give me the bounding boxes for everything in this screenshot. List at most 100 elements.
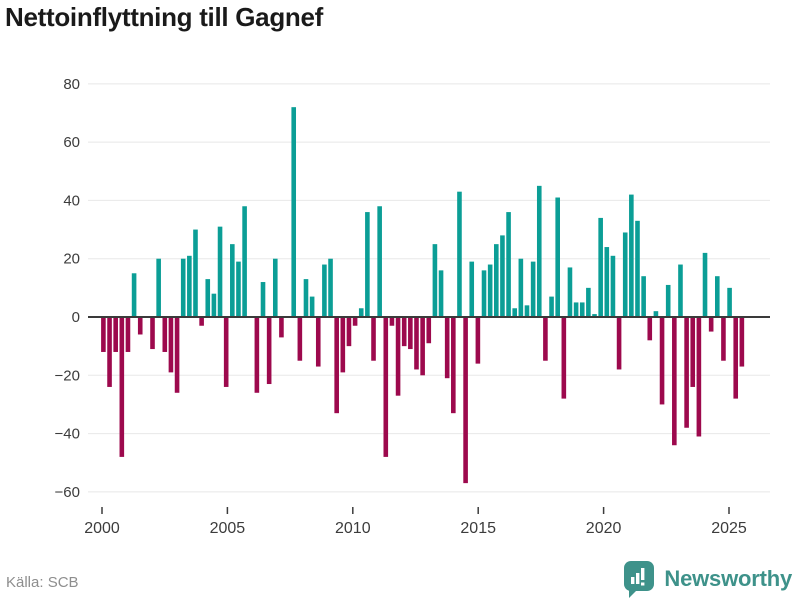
- bar-2011-q1: [371, 317, 376, 361]
- bar-2016-q3: [506, 212, 511, 317]
- logo-bar-medium: [636, 573, 640, 584]
- bar-2023-q1: [665, 284, 671, 317]
- bar-2016-q4: [512, 308, 518, 317]
- bar-2015-q3: [481, 270, 487, 317]
- logo-bubble-tail: [629, 589, 639, 598]
- bar-2012-q4: [414, 317, 419, 370]
- bar-2024-q4: [708, 317, 714, 332]
- bar-2016-q2: [500, 235, 505, 317]
- bar-2002-q4: [168, 317, 174, 373]
- x-tick-label: 2000: [84, 520, 120, 537]
- bar-2012-q2: [401, 317, 407, 347]
- bar-2002-q3: [162, 317, 168, 352]
- bar-2003-q1: [174, 317, 180, 393]
- bar-2021-q2: [622, 232, 628, 317]
- bar-2006-q3: [260, 282, 266, 317]
- bar-2017-q4: [536, 185, 542, 317]
- bar-2022-q4: [659, 317, 665, 405]
- bar-2012-q3: [408, 317, 413, 350]
- x-tick-label: 2015: [460, 520, 496, 537]
- bar-2000-q2: [107, 317, 112, 387]
- bar-2023-q3: [678, 264, 683, 317]
- bar-2021-q1: [616, 317, 622, 370]
- bar-2025-q2: [721, 317, 726, 361]
- bar-2024-q2: [696, 317, 702, 437]
- bar-2016-q1: [494, 244, 499, 317]
- bar-2019-q2: [573, 302, 579, 317]
- bar-2005-q3: [236, 261, 241, 317]
- bar-2017-q1: [518, 258, 524, 317]
- bar-2019-q4: [586, 287, 591, 317]
- bar-2003-q4: [193, 229, 198, 317]
- bar-2006-q2: [254, 317, 260, 393]
- y-tick-label: 20: [63, 251, 80, 268]
- source-label: Källa: SCB: [6, 574, 79, 591]
- bar-2006-q4: [266, 317, 272, 385]
- bar-2007-q1: [272, 258, 278, 317]
- bar-2024-q3: [702, 252, 708, 317]
- y-tick-label: −40: [55, 426, 80, 443]
- brand-name: Newsworthy: [664, 566, 792, 591]
- bar-2011-q2: [377, 206, 382, 317]
- bar-2020-q3: [604, 247, 610, 317]
- y-tick-label: 0: [72, 309, 80, 326]
- bar-2023-q2: [672, 317, 677, 446]
- logo-exclamation-dot: [641, 582, 645, 586]
- bar-2024-q1: [690, 317, 696, 387]
- logo-exclamation-bar: [641, 568, 645, 580]
- bar-2000-q3: [113, 317, 118, 352]
- x-tick-label: 2005: [210, 520, 246, 537]
- bar-2022-q2: [647, 317, 653, 341]
- bar-2010-q1: [346, 317, 352, 347]
- bar-2007-q4: [291, 107, 297, 317]
- bar-2020-q4: [610, 255, 616, 317]
- bar-2013-q3: [432, 244, 438, 317]
- bar-2019-q1: [567, 267, 573, 317]
- newsworthy-brand[interactable]: Newsworthy: [622, 559, 792, 599]
- y-tick-label: −20: [55, 367, 80, 384]
- bar-2014-q1: [444, 317, 450, 379]
- bar-2009-q1: [322, 264, 327, 317]
- bar-2025-q3: [727, 287, 732, 317]
- x-tick-label: 2020: [586, 520, 622, 537]
- bar-2012-q1: [395, 317, 401, 396]
- bar-2014-q4: [463, 317, 468, 484]
- bar-2015-q1: [469, 261, 475, 317]
- bar-2003-q2: [180, 258, 186, 317]
- bar-2008-q3: [309, 296, 315, 317]
- bar-2000-q4: [119, 317, 125, 457]
- bar-2001-q2: [131, 273, 137, 317]
- bar-2004-q1: [199, 317, 204, 326]
- bar-2025-q1: [715, 276, 720, 317]
- y-tick-label: 80: [63, 76, 80, 93]
- bar-2014-q2: [451, 317, 456, 414]
- bar-2001-q3: [137, 317, 143, 335]
- bar-2007-q2: [279, 317, 284, 338]
- bar-2005-q4: [242, 206, 247, 317]
- bar-2021-q4: [635, 220, 640, 317]
- bar-2005-q2: [230, 244, 235, 317]
- bar-2013-q4: [438, 270, 444, 317]
- bar-2010-q2: [352, 317, 358, 326]
- bar-2002-q1: [150, 317, 155, 350]
- bar-2008-q1: [297, 317, 303, 361]
- net-migration-bar-chart: 80 60 40 20 0 −20 −40 −60 2000 2005 2010 2015 2020 20…: [55, 76, 770, 537]
- bar-2010-q3: [358, 308, 364, 317]
- bar-2004-q4: [217, 226, 223, 317]
- bar-2009-q4: [340, 317, 346, 373]
- bar-2008-q2: [303, 279, 309, 317]
- bar-2008-q4: [315, 317, 321, 367]
- bar-2004-q3: [211, 293, 217, 317]
- bar-2002-q2: [156, 258, 161, 317]
- bar-2025-q4: [733, 317, 739, 399]
- bar-2010-q4: [365, 212, 370, 317]
- page-title: Nettoinflyttning till Gagnef: [5, 2, 324, 32]
- bar-2014-q3: [457, 191, 462, 317]
- x-tick-label: 2025: [711, 520, 747, 537]
- bar-2005-q1: [223, 317, 229, 387]
- bar-2020-q2: [598, 217, 603, 317]
- bar-2009-q2: [328, 258, 333, 317]
- bar-2000-q1: [101, 317, 106, 352]
- bar-2017-q3: [530, 261, 536, 317]
